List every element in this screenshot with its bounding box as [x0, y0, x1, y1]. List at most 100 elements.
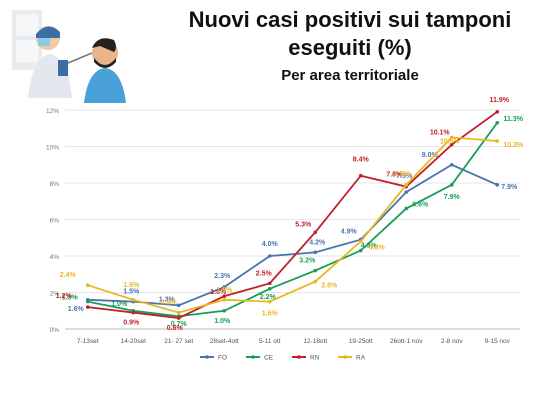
legend-label: RA: [356, 355, 366, 362]
data-label: 0.7%: [171, 321, 188, 328]
y-tick-label: 10%: [46, 145, 59, 152]
data-label: 1.6%: [216, 287, 233, 294]
data-label: 7.9%: [501, 184, 518, 191]
data-label: 11.3%: [504, 116, 524, 123]
data-label: 2.5%: [256, 270, 273, 277]
data-label: 1.5%: [123, 289, 140, 296]
data-label: 6.6%: [412, 202, 429, 209]
data-label: 2.4%: [60, 272, 77, 279]
legend-label: CE: [264, 355, 274, 362]
data-label: 1.5%: [62, 295, 79, 302]
data-label: 1.3%: [159, 296, 176, 303]
data-label: 0.9%: [123, 320, 140, 327]
x-tick-label: 12-18ott: [303, 338, 327, 345]
data-point: [222, 294, 227, 298]
x-tick-label: 2-8 nov: [441, 338, 463, 345]
data-point: [176, 303, 181, 308]
y-tick-label: 4%: [50, 254, 60, 261]
data-point: [267, 287, 272, 291]
data-point: [85, 299, 90, 304]
data-point: [449, 183, 454, 187]
data-point: [313, 230, 318, 235]
data-point: [358, 239, 363, 244]
data-label: 4.8%: [369, 244, 386, 251]
data-label: 1.0%: [111, 301, 128, 308]
data-label: 1.6%: [123, 282, 140, 289]
data-label: 1.6%: [68, 306, 85, 313]
data-label: 10.3%: [503, 142, 524, 149]
chart-title-line2: eseguiti (%): [288, 35, 412, 60]
data-label: 3.2%: [299, 258, 316, 265]
y-tick-label: 0%: [50, 327, 60, 334]
data-point: [131, 298, 136, 302]
chart-title-line1: Nuovi casi positivi sui tamponi: [188, 7, 512, 32]
data-point: [267, 254, 272, 258]
data-point: [495, 120, 500, 125]
data-label: 7.5%: [396, 173, 413, 180]
data-point: [404, 190, 409, 194]
data-label: 0.6%: [167, 325, 184, 332]
data-point: [176, 316, 181, 320]
x-tick-label: 14-20set: [121, 338, 146, 345]
data-label: 4.2%: [309, 239, 326, 246]
data-label: 7.9%: [444, 194, 461, 201]
series-line-ce: [87, 122, 498, 318]
y-tick-label: 6%: [50, 218, 60, 225]
chart-title-block: Nuovi casi positivi sui tamponi eseguiti…: [150, 6, 550, 86]
data-point: [222, 285, 227, 289]
series-line-ra: [87, 136, 498, 314]
data-label: 10.5%: [440, 138, 461, 145]
data-label: 4.9%: [341, 229, 358, 236]
data-point: [313, 250, 318, 255]
data-point: [358, 173, 363, 178]
legend-marker: [205, 355, 209, 359]
data-point: [404, 183, 409, 187]
data-point: [85, 283, 90, 288]
data-point: [85, 305, 90, 309]
data-point: [131, 310, 136, 315]
x-tick-label: 5-11 ott: [259, 338, 281, 345]
data-point: [267, 281, 272, 286]
legend-label: RN: [310, 355, 320, 362]
y-tick-label: 12%: [46, 108, 59, 115]
data-label: 4.3%: [361, 243, 378, 250]
data-label: 7.9%: [394, 171, 411, 178]
series-line-fo: [87, 163, 498, 307]
legend-marker: [251, 355, 255, 359]
data-label: 2.3%: [214, 273, 231, 280]
x-tick-label: 9-15 nov: [485, 338, 511, 345]
chart-subtitle: Per area territoriale: [281, 67, 419, 84]
data-point: [222, 298, 227, 302]
data-label: 8.4%: [353, 157, 370, 164]
data-point: [404, 206, 409, 211]
data-label: 4.0%: [262, 241, 279, 248]
x-tick-label: 26ott-1 nov: [390, 338, 423, 345]
legend-marker: [297, 355, 301, 359]
data-point: [449, 162, 454, 167]
data-label: 1.0%: [214, 318, 231, 325]
x-tick-label: 28set-4ott: [210, 338, 239, 345]
data-point: [222, 308, 227, 313]
legend-label: FO: [218, 355, 227, 362]
data-point: [449, 142, 454, 147]
series-line-rn: [87, 111, 498, 319]
x-tick-label: 21- 27 set: [164, 338, 193, 345]
x-tick-label: 19-25ott: [349, 338, 373, 345]
y-tick-label: 8%: [50, 181, 60, 188]
data-point: [495, 110, 500, 114]
data-point: [358, 248, 363, 253]
doctor-swab-illustration: [10, 8, 130, 103]
data-label: 1.2%: [56, 293, 73, 300]
data-point: [176, 310, 181, 315]
data-label: 0.9%: [161, 300, 178, 307]
data-label: 1.5%: [262, 311, 279, 318]
data-label: 11.9%: [490, 97, 510, 104]
legend-marker: [343, 355, 347, 359]
data-point: [313, 279, 318, 284]
data-point: [267, 299, 272, 304]
data-label: 2.6%: [321, 283, 338, 290]
data-point: [495, 139, 500, 143]
data-label: 2.2%: [260, 294, 277, 301]
data-label: 7.8%: [386, 172, 403, 179]
